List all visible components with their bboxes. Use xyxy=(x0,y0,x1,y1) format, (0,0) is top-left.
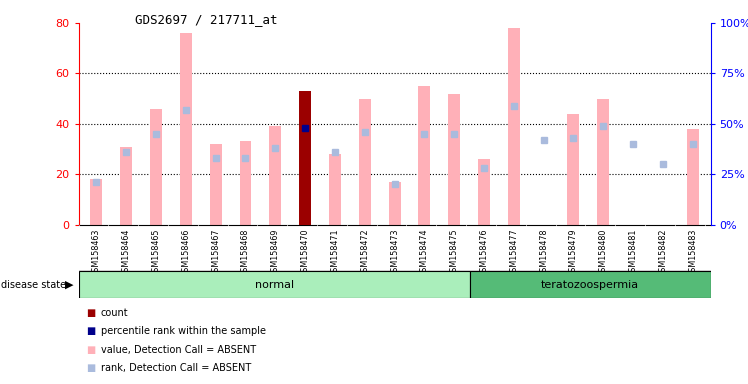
Text: GDS2697 / 217711_at: GDS2697 / 217711_at xyxy=(135,13,278,26)
Text: disease state: disease state xyxy=(1,280,67,290)
Text: ■: ■ xyxy=(86,345,95,355)
Text: GSM158480: GSM158480 xyxy=(598,228,608,277)
Text: teratozoospermia: teratozoospermia xyxy=(541,280,640,290)
Bar xyxy=(389,182,400,225)
Text: GSM158482: GSM158482 xyxy=(658,228,667,277)
Bar xyxy=(239,141,251,225)
Bar xyxy=(478,159,490,225)
Bar xyxy=(180,33,191,225)
Text: ■: ■ xyxy=(86,363,95,373)
Bar xyxy=(79,271,470,298)
Text: GSM158469: GSM158469 xyxy=(271,228,280,277)
Text: GSM158464: GSM158464 xyxy=(122,228,131,277)
Text: percentile rank within the sample: percentile rank within the sample xyxy=(101,326,266,336)
Text: GSM158471: GSM158471 xyxy=(331,228,340,277)
Text: GSM158472: GSM158472 xyxy=(361,228,370,277)
Bar xyxy=(329,154,341,225)
Text: GSM158466: GSM158466 xyxy=(181,228,191,277)
Bar xyxy=(687,129,699,225)
Bar xyxy=(209,144,221,225)
Text: GSM158463: GSM158463 xyxy=(92,228,101,277)
Text: GSM158468: GSM158468 xyxy=(241,228,250,277)
Text: GSM158465: GSM158465 xyxy=(152,228,161,277)
Text: count: count xyxy=(101,308,129,318)
Text: GSM158478: GSM158478 xyxy=(539,228,548,277)
Bar xyxy=(508,28,520,225)
Bar xyxy=(448,94,460,225)
Text: GSM158481: GSM158481 xyxy=(628,228,637,277)
Text: rank, Detection Call = ABSENT: rank, Detection Call = ABSENT xyxy=(101,363,251,373)
Text: GSM158479: GSM158479 xyxy=(569,228,578,277)
Text: GSM158475: GSM158475 xyxy=(450,228,459,277)
Bar xyxy=(470,271,711,298)
Text: ▶: ▶ xyxy=(65,280,73,290)
Text: GSM158473: GSM158473 xyxy=(390,228,399,277)
Bar xyxy=(418,86,430,225)
Text: GSM158474: GSM158474 xyxy=(420,228,429,277)
Bar xyxy=(359,99,371,225)
Text: GSM158477: GSM158477 xyxy=(509,228,518,277)
Bar xyxy=(120,147,132,225)
Text: GSM158483: GSM158483 xyxy=(688,228,697,277)
Text: ■: ■ xyxy=(86,308,95,318)
Bar xyxy=(269,126,281,225)
Bar xyxy=(299,91,311,225)
Text: value, Detection Call = ABSENT: value, Detection Call = ABSENT xyxy=(101,345,256,355)
Bar xyxy=(598,99,609,225)
Text: normal: normal xyxy=(254,280,294,290)
Text: GSM158470: GSM158470 xyxy=(301,228,310,277)
Bar xyxy=(150,109,162,225)
Bar xyxy=(91,179,102,225)
Text: GSM158467: GSM158467 xyxy=(211,228,220,277)
Text: GSM158476: GSM158476 xyxy=(479,228,488,277)
Text: ■: ■ xyxy=(86,326,95,336)
Bar xyxy=(568,114,580,225)
